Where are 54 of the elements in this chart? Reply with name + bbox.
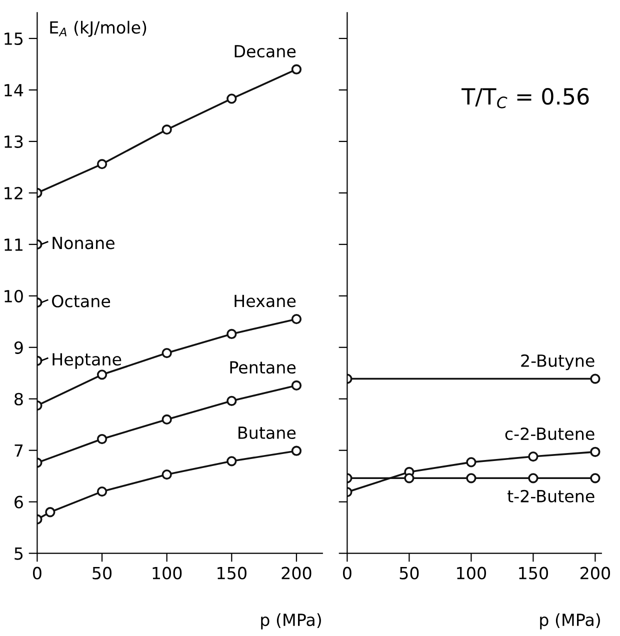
y-tick-label: 14 [4, 84, 24, 96]
point [528, 473, 538, 484]
point [466, 473, 476, 484]
point [226, 396, 237, 406]
series-label: Decane [234, 45, 296, 58]
point [291, 446, 302, 456]
x-axis-title: p (MPa) [540, 613, 600, 630]
point [162, 124, 172, 135]
y-axis-title: E$_{A}$ (kJ/mole) [50, 20, 146, 37]
point [162, 414, 172, 425]
y-tick-label: 8 [14, 392, 23, 406]
series-label: Hexane [234, 294, 296, 308]
y-tick-label: 15 [4, 32, 23, 46]
x-tick-label: 0 [32, 566, 42, 580]
series-label: Pentane [230, 361, 296, 374]
x-tick-label: 150 [218, 566, 246, 580]
series-label: Nonane [52, 236, 114, 250]
point [291, 64, 302, 74]
point [226, 328, 237, 340]
x-tick-label: 100 [152, 566, 182, 580]
series-label: 2-Butyne [521, 354, 594, 370]
point [226, 456, 237, 466]
point [162, 469, 172, 480]
x-tick-label: 0 [342, 566, 352, 580]
x-tick-label: 200 [282, 566, 312, 580]
series-label: Butane [238, 426, 296, 440]
series-label: t-2-Butene [507, 490, 594, 502]
y-tick-label: 6 [14, 496, 23, 508]
x-tick-label: 150 [519, 566, 548, 580]
annotation: T/T$_{C}$ = 0.56 [462, 88, 589, 108]
y-tick-label: 10 [4, 290, 23, 302]
y-tick-label: 11 [4, 238, 22, 251]
point [291, 380, 302, 391]
point [466, 457, 476, 468]
point [404, 473, 414, 484]
x-tick-label: 50 [400, 566, 419, 580]
x-axis-title: p (MPa) [261, 613, 321, 630]
point [590, 446, 600, 457]
x-tick-label: 200 [580, 566, 610, 580]
x-tick-label: 100 [457, 566, 486, 580]
y-tick-label: 7 [14, 444, 23, 457]
y-tick-label: 5 [14, 548, 23, 560]
series-label: Heptane [52, 353, 122, 369]
point [590, 473, 600, 484]
y-tick-label: 12 [4, 186, 22, 200]
series-label: Octane [52, 294, 110, 308]
point [291, 314, 302, 324]
y-tick-label: 9 [14, 341, 23, 354]
point [528, 451, 538, 462]
point [162, 348, 172, 358]
point [226, 94, 237, 104]
x-tick-label: 50 [92, 566, 112, 580]
y-tick-label: 13 [4, 135, 23, 148]
series-label: c-2-Butene [505, 427, 594, 440]
